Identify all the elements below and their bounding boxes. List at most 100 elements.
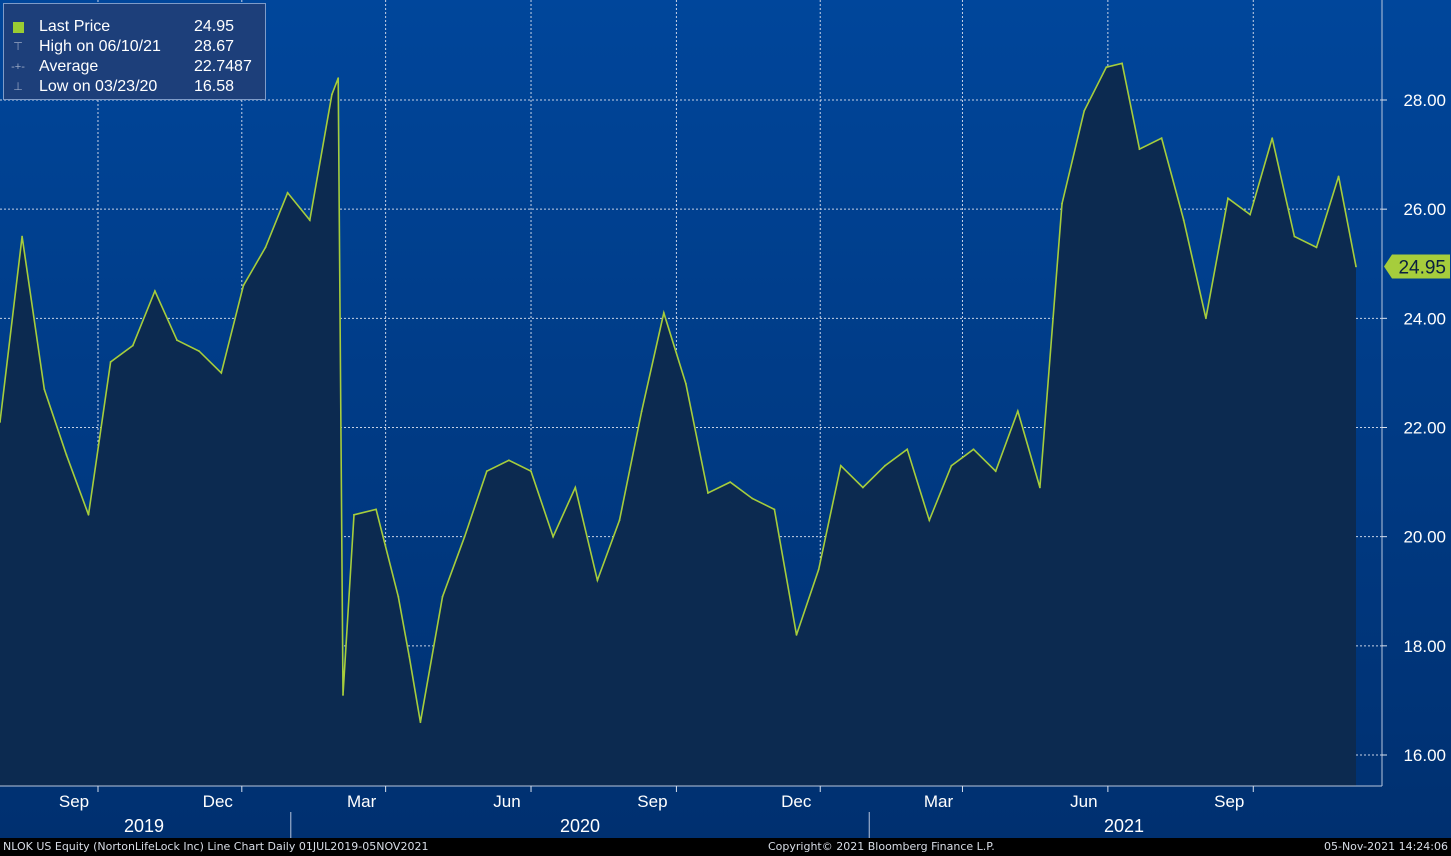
price-point	[342, 694, 344, 696]
price-point	[1271, 137, 1274, 140]
price-point	[331, 93, 333, 96]
x-tick-label: Mar	[347, 792, 377, 811]
footer-copyright: Copyright© 2021 Bloomberg Finance L.P.	[768, 840, 995, 853]
price-point	[618, 519, 621, 522]
price-point	[408, 655, 411, 658]
price-point	[640, 410, 643, 412]
legend-row-high: ⊤ High on 06/10/21 28.67	[4, 37, 265, 57]
x-tick-label: Jun	[1070, 792, 1097, 811]
legend-label: Average	[39, 58, 99, 75]
price-point	[21, 235, 23, 238]
price-point	[1355, 265, 1357, 268]
price-point	[264, 246, 267, 249]
legend-label: High on 06/10/21	[39, 38, 161, 55]
price-point	[707, 492, 709, 494]
legend-value: 16.58	[194, 78, 235, 95]
price-point	[574, 486, 577, 489]
price-point	[397, 595, 400, 598]
price-point	[795, 634, 798, 636]
price-point	[419, 721, 422, 724]
price-point	[552, 535, 554, 538]
square-icon	[13, 22, 24, 33]
legend-label: Last Price	[39, 18, 111, 35]
price-line	[0, 62, 1357, 723]
chart-legend: Last Price 24.95 ⊤ High on 06/10/21 28.6…	[3, 3, 266, 100]
price-point	[87, 513, 90, 516]
price-point	[1138, 148, 1141, 151]
price-point	[596, 579, 599, 582]
price-point	[1105, 66, 1108, 69]
price-point	[1083, 110, 1086, 112]
price-point	[773, 508, 776, 511]
y-tick-label: 26.00	[1403, 200, 1446, 219]
last-price-tag-label: 24.95	[1398, 257, 1446, 278]
y-tick-label: 16.00	[1403, 746, 1446, 765]
price-point	[884, 464, 886, 467]
price-point	[685, 382, 687, 385]
price-point	[1160, 137, 1163, 140]
legend-value: 28.67	[194, 38, 235, 55]
last-price-tag	[1384, 254, 1450, 279]
price-point	[220, 372, 223, 374]
year-label: 2021	[1104, 816, 1144, 836]
price-point	[463, 535, 466, 538]
price-point	[1249, 213, 1251, 216]
price-point	[729, 481, 732, 483]
average-marker-icon: -+-	[11, 61, 25, 73]
price-point	[1061, 202, 1063, 205]
price-point	[950, 464, 953, 467]
price-point	[441, 595, 444, 598]
x-tick-label: Dec	[203, 792, 234, 811]
price-point	[1315, 246, 1318, 249]
price-point	[839, 464, 842, 467]
price-point	[862, 486, 864, 489]
y-tick-label: 22.00	[1403, 419, 1446, 438]
price-point	[530, 470, 532, 473]
price-point	[337, 77, 340, 80]
price-point	[508, 459, 510, 462]
price-point	[485, 470, 488, 473]
footer-timestamp: 05-Nov-2021 14:24:06	[1323, 840, 1448, 853]
price-point	[1121, 62, 1123, 65]
price-point	[43, 388, 46, 391]
chart-footer: NLOK US Equity (NortonLifeLock Inc) Line…	[0, 838, 1451, 856]
price-point	[994, 470, 997, 473]
price-point	[1337, 175, 1340, 178]
price-point	[1293, 235, 1296, 238]
legend-row-low: ⊥ Low on 03/23/20 16.58	[4, 77, 265, 97]
price-point	[751, 497, 754, 500]
price-point	[662, 312, 665, 314]
legend-value: 24.95	[194, 18, 235, 35]
price-point	[65, 453, 68, 456]
x-tick-label: Jun	[493, 792, 520, 811]
price-point	[198, 350, 201, 352]
legend-label: Low on 03/23/20	[39, 78, 158, 95]
price-point	[906, 448, 909, 451]
price-point	[928, 519, 931, 522]
price-point	[1205, 317, 1207, 320]
price-point	[1182, 219, 1185, 222]
price-point	[375, 508, 377, 511]
price-point	[286, 191, 289, 194]
y-tick-label: 24.00	[1403, 309, 1446, 328]
price-point	[972, 448, 975, 451]
price-point	[109, 361, 112, 363]
year-label: 2020	[560, 816, 600, 836]
year-label: 2019	[124, 816, 164, 836]
price-point	[0, 421, 1, 423]
y-tick-label: 28.00	[1403, 91, 1446, 110]
price-point	[1016, 410, 1019, 412]
legend-row-last-price: Last Price 24.95	[4, 17, 265, 37]
footer-security-info: NLOK US Equity (NortonLifeLock Inc) Line…	[3, 840, 429, 853]
price-point	[353, 513, 355, 516]
price-point	[131, 344, 134, 347]
price-point	[817, 568, 820, 571]
x-tick-label: Dec	[781, 792, 812, 811]
price-chart: 16.00 18.00 20.00 22.00 24.00 26.00 28.00 Sep De…	[0, 0, 1451, 838]
x-tick-label: Sep	[59, 792, 89, 811]
low-marker-icon: ⊥	[13, 81, 23, 93]
price-point	[176, 339, 178, 342]
price-point	[154, 290, 156, 292]
high-marker-icon: ⊤	[13, 41, 23, 53]
